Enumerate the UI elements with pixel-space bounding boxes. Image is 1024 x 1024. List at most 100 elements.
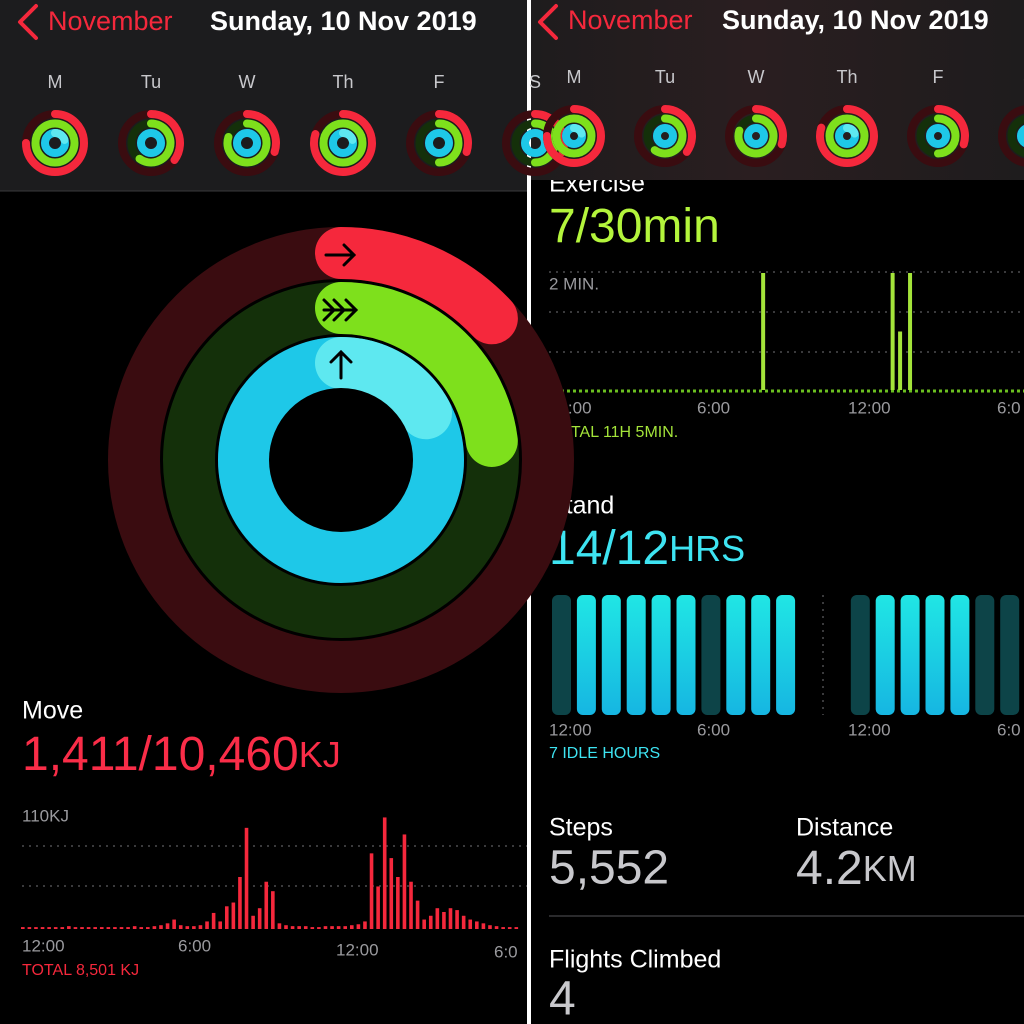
move-bar (409, 881, 413, 929)
ring-track (1007, 115, 1024, 157)
ring (744, 124, 768, 149)
move-bar (389, 858, 394, 929)
move-label: Move (22, 697, 83, 725)
stand-bar (950, 595, 970, 715)
move-bar (238, 877, 242, 929)
move-bar (218, 921, 222, 929)
day-label: S (1023, 67, 1024, 87)
move-bar (396, 877, 400, 929)
move-bar (277, 923, 282, 929)
back-button[interactable]: November (48, 6, 173, 36)
time-label: 6:00 (697, 720, 730, 739)
ring-overlap (51, 129, 69, 144)
move-bar (132, 926, 137, 929)
time-label: 12:00 (336, 940, 379, 959)
ring (22, 110, 88, 176)
ring (425, 129, 453, 158)
stand-bar (875, 595, 895, 715)
move-bar (468, 919, 473, 929)
move-bar (507, 927, 512, 929)
move-bar (284, 925, 288, 929)
back-button[interactable]: November (568, 5, 693, 35)
arrow-icon (322, 298, 359, 322)
move-total: TOTAL 8,501 KJ (22, 962, 139, 979)
move-bar (475, 921, 479, 929)
move-bar (40, 927, 45, 929)
move-bar (317, 927, 321, 929)
ring-overlap (315, 337, 453, 440)
move-bar (461, 915, 466, 929)
move-bar (34, 927, 38, 929)
move-bar (369, 853, 374, 929)
move-bar (514, 927, 519, 929)
move-bar (146, 927, 150, 929)
ring (243, 110, 280, 156)
ring (552, 114, 596, 158)
move-bar (435, 908, 440, 929)
day-label: Th (836, 67, 857, 87)
move-bar (310, 927, 315, 929)
steps-value: 5,552 (549, 842, 669, 895)
ring-overlap (570, 124, 586, 138)
ring (926, 124, 950, 149)
time-label: 12:00 (549, 720, 592, 739)
ring (315, 227, 518, 345)
move-bar (415, 900, 420, 929)
ring (752, 105, 787, 149)
ring (650, 114, 687, 158)
day-label: M (48, 72, 63, 92)
move-bar (330, 926, 334, 929)
day-label: F (434, 72, 445, 92)
stand-bar (1000, 595, 1020, 715)
move-bar (159, 925, 163, 929)
day-label: Tu (655, 67, 675, 87)
move-bar (192, 926, 196, 929)
move-bar (428, 915, 433, 929)
steps-label: Steps (549, 814, 613, 842)
right-content: Exercise 7/30min 2 MIN. 12:00 6:00 12:00… (549, 170, 1024, 1024)
ring (734, 114, 778, 158)
move-bar (501, 927, 505, 929)
ring (543, 105, 605, 167)
move-bar (271, 891, 275, 929)
move-bar (198, 925, 203, 929)
move-bar (205, 921, 209, 929)
distance-value: 4.2KM (796, 842, 917, 895)
stand-bar (576, 595, 596, 715)
distance-label: Distance (796, 814, 893, 842)
move-bar (336, 926, 341, 929)
time-label: 12:00 (22, 936, 65, 955)
move-bar (244, 827, 249, 929)
arrow-icon (329, 349, 353, 380)
exercise-value: 7/30min (549, 200, 720, 253)
stand-bar (751, 595, 771, 715)
move-bar (231, 902, 236, 929)
move-bar (350, 925, 354, 929)
stand-bar (676, 595, 696, 715)
stand-bar (776, 595, 796, 715)
time-label: 6:00 (697, 398, 730, 417)
ring (31, 119, 79, 167)
ring (825, 114, 869, 158)
move-bar (376, 886, 380, 929)
back-chevron[interactable] (538, 4, 558, 40)
move-times: 12:00 6:00 12:00 6:0 (22, 936, 518, 961)
day-label: F (933, 67, 944, 87)
time-label: 6:0 (494, 942, 518, 961)
move-bar (60, 927, 65, 929)
move-bar (494, 926, 499, 929)
back-chevron[interactable] (18, 4, 38, 40)
ring (435, 119, 463, 167)
time-label: 6:0 (997, 398, 1021, 417)
move-bar (99, 927, 104, 929)
move-bar (80, 927, 84, 929)
move-bar (67, 926, 71, 929)
stand-bar (626, 595, 646, 715)
move-bar (185, 926, 190, 929)
move-bar (264, 881, 269, 929)
move-bar (323, 926, 328, 929)
day-label: Tu (141, 72, 161, 92)
stand-bar (651, 595, 671, 715)
stand-bar (726, 595, 746, 715)
